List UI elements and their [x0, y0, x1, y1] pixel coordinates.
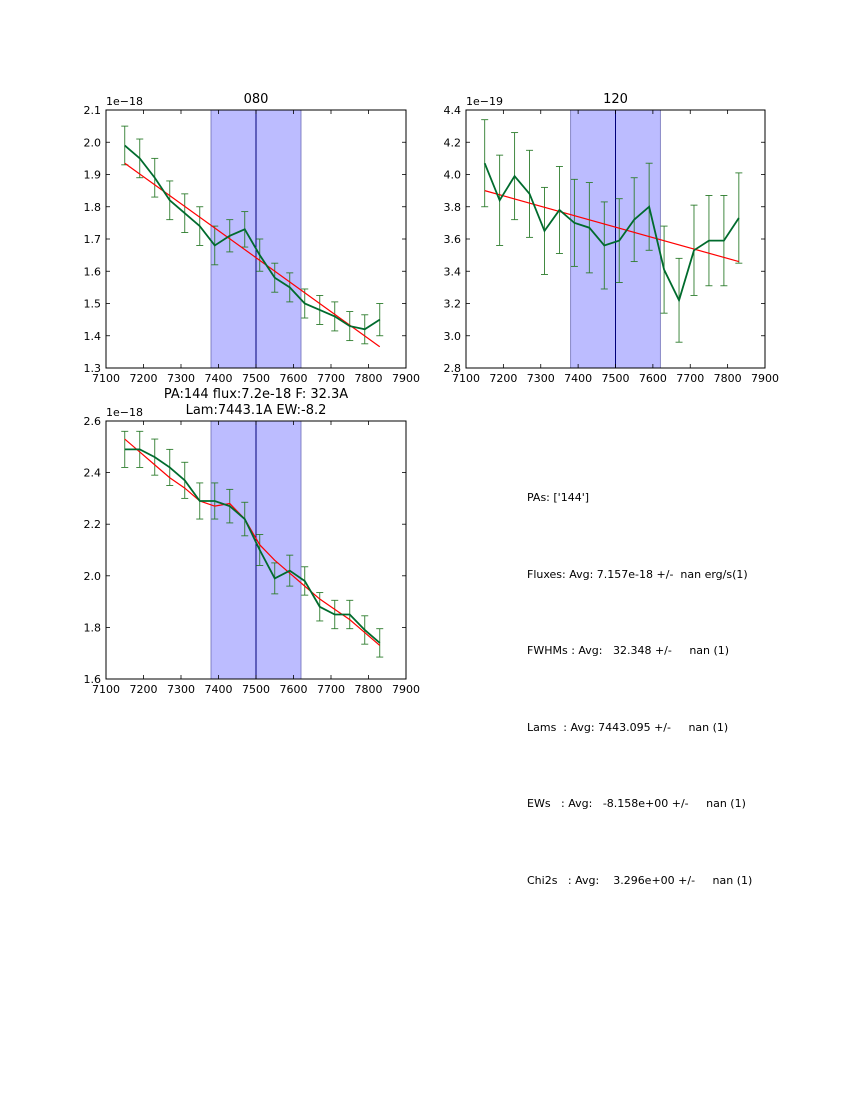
fit-summary-panel: PAs: ['144'] Fluxes: Avg: 7.157e-18 +/- … [527, 434, 752, 919]
summary-fluxes: Fluxes: Avg: 7.157e-18 +/- nan erg/s(1) [527, 567, 748, 581]
y-tick-label: 4.4 [444, 104, 462, 117]
chart-3: 7100 7200 7300 7400 7500 7600 7700 7800 7900 1.6 1… [84, 387, 421, 696]
data-series-line [483, 162, 740, 303]
x-tick-label: 7500 [242, 683, 270, 696]
summary-chi2s: Chi2s : Avg: 3.296e+00 +/- nan (1) [527, 873, 753, 887]
x-tick-label: 7500 [602, 372, 630, 385]
y-tick-label: 2.0 [84, 136, 102, 149]
y-tick-label: 2.2 [84, 518, 102, 531]
x-tick-label: 7200 [130, 683, 158, 696]
y-tick-label: 1.7 [84, 233, 102, 246]
fit-line [124, 162, 381, 348]
y-tick-label: 1.4 [84, 330, 102, 343]
plot-area [121, 110, 384, 368]
y-tick-label: 1.6 [84, 673, 102, 686]
x-tick-label: 7700 [317, 683, 345, 696]
y-tick-label: 3.8 [444, 201, 462, 214]
x-tick-label: 7200 [489, 372, 517, 385]
y-tick-label: 3.4 [444, 265, 462, 278]
chart-title: Lam:7443.1A EW:-8.2 [186, 403, 327, 418]
y-tick-label: 2.0 [84, 570, 102, 583]
x-tick-label: 7900 [751, 372, 779, 385]
x-tick-label: 7400 [205, 372, 233, 385]
y-tick-label: 4.2 [444, 136, 462, 149]
x-tick-label: 7100 [452, 372, 480, 385]
y-tick-label: 3.0 [444, 330, 462, 343]
x-tick-label: 7800 [714, 372, 742, 385]
y-tick-label: 3.6 [444, 233, 462, 246]
x-tick-label: 7400 [564, 372, 592, 385]
fit-line [484, 190, 739, 263]
x-tick-label: 7300 [167, 372, 195, 385]
x-tick-label: 7600 [280, 683, 308, 696]
y-tick-label: 1.9 [84, 169, 102, 182]
x-tick-label: 7700 [317, 372, 345, 385]
chart-title: PA:144 flux:7.2e-18 F: 32.3A [164, 387, 348, 402]
summary-lams: Lams : Avg: 7443.095 +/- nan (1) [527, 720, 729, 734]
chart-title: 080 [244, 92, 269, 107]
x-tick-label: 7400 [205, 683, 233, 696]
chart-1: 7100 7200 7300 7400 7500 7600 7700 7800 7900 1.3 1… [84, 92, 421, 385]
chart-2: 7100 7200 7300 7400 7500 7600 7700 7800 7900 2.8 3… [444, 92, 780, 385]
y-offset-label: 1e−18 [106, 95, 143, 108]
x-tick-label: 7900 [392, 683, 420, 696]
plot-area [481, 110, 743, 368]
x-tick-label: 7100 [92, 683, 120, 696]
chart-title: 120 [603, 92, 628, 107]
y-tick-label: 1.3 [84, 362, 102, 375]
y-offset-label: 1e−19 [466, 95, 503, 108]
y-tick-label: 2.6 [84, 415, 102, 428]
y-tick-label: 1.5 [84, 298, 102, 311]
x-tick-label: 7600 [280, 372, 308, 385]
x-tick-label: 7900 [392, 372, 420, 385]
x-tick-label: 7700 [676, 372, 704, 385]
y-tick-label: 3.2 [444, 298, 462, 311]
data-series-line [124, 144, 381, 331]
y-tick-label: 2.8 [444, 362, 462, 375]
x-tick-label: 7800 [355, 372, 383, 385]
summary-ews: EWs : Avg: -8.158e+00 +/- nan (1) [527, 797, 746, 810]
fit-line [124, 438, 381, 646]
y-offset-label: 1e−18 [106, 406, 143, 419]
x-tick-label: 7500 [242, 372, 270, 385]
y-tick-label: 2.1 [84, 104, 102, 117]
y-tick-label: 1.8 [84, 621, 102, 634]
x-tick-label: 7100 [92, 372, 120, 385]
data-series-line [124, 448, 381, 644]
x-tick-label: 7300 [167, 683, 195, 696]
y-tick-label: 4.0 [444, 169, 462, 182]
x-tick-label: 7300 [527, 372, 555, 385]
plot-area [121, 421, 384, 679]
x-tick-label: 7200 [130, 372, 158, 385]
y-tick-label: 2.4 [84, 467, 102, 480]
x-tick-label: 7800 [355, 683, 383, 696]
summary-pas: PAs: ['144'] [527, 491, 590, 504]
summary-fwhms: FWHMs : Avg: 32.348 +/- nan (1) [527, 644, 730, 657]
y-tick-label: 1.6 [84, 265, 102, 278]
y-tick-label: 1.8 [84, 201, 102, 214]
x-tick-label: 7600 [639, 372, 667, 385]
